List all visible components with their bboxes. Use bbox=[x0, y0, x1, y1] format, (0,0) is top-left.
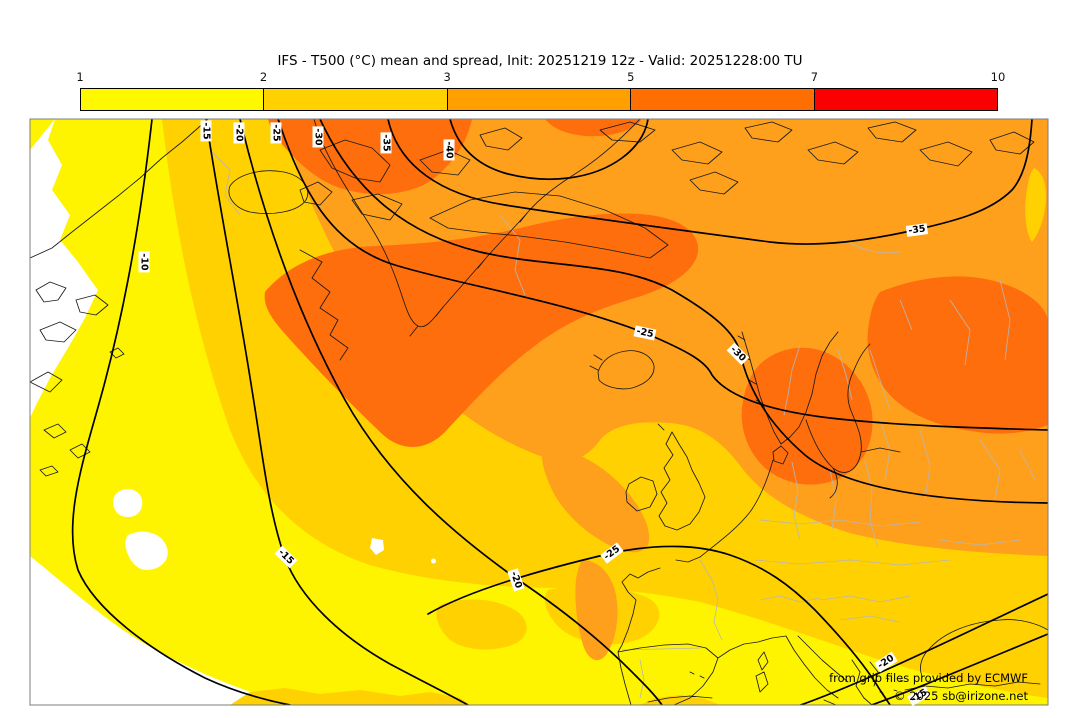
contour-minus-10 bbox=[71, 119, 291, 705]
colorbar-segment-5-7 bbox=[631, 89, 815, 110]
contour-minus-20 bbox=[239, 119, 663, 705]
contour-minus-30 bbox=[319, 119, 1048, 504]
contour-minus-25 bbox=[277, 119, 1048, 431]
coastline-greenland bbox=[313, 119, 641, 337]
colorbar-tick-7: 7 bbox=[810, 70, 819, 84]
spread-colorbar bbox=[80, 88, 998, 111]
country-borders bbox=[209, 149, 1036, 699]
chart-title: IFS - T500 (°C) mean and spread, Init: 2… bbox=[277, 53, 803, 69]
contour-minus-25-channel bbox=[427, 545, 892, 705]
attribution-copyright: © 2025 sb@irizone.net bbox=[894, 689, 1028, 703]
contour-label--10: -10 bbox=[138, 251, 150, 273]
colorbar-tick-10: 10 bbox=[990, 70, 1006, 84]
fill-below-1-left bbox=[30, 119, 98, 418]
colorbar-segment-1-2 bbox=[81, 89, 265, 110]
fill-below-1-bottomleft bbox=[30, 556, 305, 705]
fill-band-5-7-blobs bbox=[264, 119, 1048, 485]
contour-minus-40 bbox=[449, 119, 649, 181]
contour-minus-35 bbox=[387, 119, 1033, 245]
contour-minus-20-southeast bbox=[798, 593, 1048, 705]
fill-below-1-patches bbox=[113, 489, 436, 570]
colorbar-segment-2-3 bbox=[264, 89, 448, 110]
coastline-british-isles bbox=[625, 423, 706, 531]
colorbar-tick-5: 5 bbox=[627, 70, 635, 84]
coastline-arctic-islands bbox=[299, 121, 1035, 259]
coastline-iceland bbox=[589, 350, 655, 390]
colorbar-tick-1: 1 bbox=[76, 70, 84, 84]
coastline-europe bbox=[617, 459, 1048, 705]
colorbar-segment-3-5 bbox=[447, 89, 632, 110]
colorbar-segment-7-10 bbox=[814, 89, 998, 110]
colorbar-tick-3: 3 bbox=[443, 70, 451, 84]
contour-label--20: -20 bbox=[233, 122, 245, 144]
fill-band-2-3-patches bbox=[230, 168, 1048, 705]
map-border bbox=[29, 118, 1049, 706]
fill-band-3-5-patches bbox=[541, 445, 650, 661]
attribution-ecmwf: from grib files provided by ECMWF bbox=[829, 671, 1028, 685]
contour-label--25: -25 bbox=[270, 122, 282, 144]
coastline-canada bbox=[30, 119, 349, 477]
colorbar-tick-2: 2 bbox=[259, 70, 268, 84]
contour-minus-15 bbox=[205, 119, 469, 705]
contour-label--40: -40 bbox=[443, 139, 455, 161]
contour-label--15: -15 bbox=[200, 120, 212, 142]
contour-label--35: -35 bbox=[380, 132, 392, 154]
contour-minus-15-southeast bbox=[869, 633, 1048, 705]
contour-label--30: -30 bbox=[312, 126, 324, 148]
